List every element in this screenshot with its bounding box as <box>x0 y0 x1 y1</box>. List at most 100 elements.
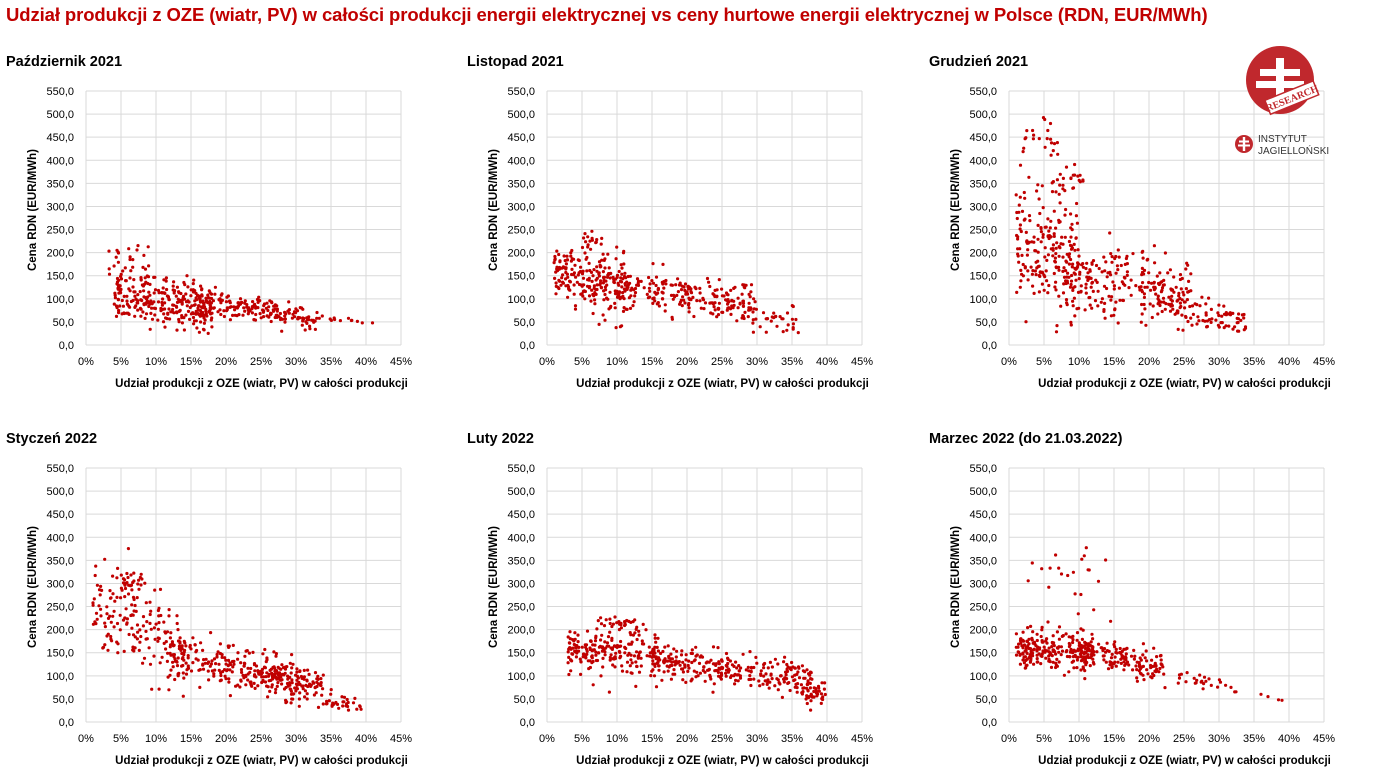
x-tick-label: 20% <box>676 356 698 368</box>
data-point <box>1237 329 1241 333</box>
data-point <box>1089 640 1093 644</box>
data-point <box>144 280 148 284</box>
data-point <box>1045 279 1049 283</box>
data-point <box>161 320 166 324</box>
data-point <box>182 676 186 680</box>
data-point <box>741 314 745 318</box>
y-tick-label: 150,0 <box>46 271 74 283</box>
data-point <box>248 308 252 312</box>
data-point <box>205 314 209 318</box>
y-tick-label: 450,0 <box>969 509 997 521</box>
data-point <box>107 267 111 271</box>
data-point <box>177 290 181 294</box>
y-tick-label: 300,0 <box>507 578 535 590</box>
data-point <box>620 285 624 289</box>
data-point <box>1204 679 1208 683</box>
y-tick-label: 350,0 <box>507 178 535 190</box>
data-point <box>327 699 331 703</box>
data-point <box>552 261 556 265</box>
data-point <box>183 648 187 652</box>
data-point <box>615 645 619 649</box>
data-point <box>140 283 144 287</box>
data-point <box>236 683 240 687</box>
data-point <box>671 672 675 676</box>
data-point <box>752 665 756 670</box>
data-point <box>1028 219 1032 223</box>
data-point <box>1050 645 1054 649</box>
data-point <box>138 290 142 294</box>
y-tick-label: 250,0 <box>969 602 997 614</box>
data-point <box>647 275 651 280</box>
x-axis-title: Udział produkcji z OZE (wiatr, PV) w cał… <box>115 378 408 390</box>
data-point <box>1063 235 1067 239</box>
data-point <box>153 275 157 279</box>
data-point <box>274 652 278 656</box>
data-point <box>1041 640 1045 644</box>
data-point <box>1171 307 1175 311</box>
y-tick-label: 400,0 <box>969 532 997 544</box>
data-point <box>652 649 656 653</box>
data-point <box>572 273 576 277</box>
data-point <box>302 668 306 672</box>
data-point <box>1143 285 1147 289</box>
data-point <box>1068 285 1073 289</box>
y-tick-label: 300,0 <box>507 201 535 213</box>
data-point <box>220 298 224 302</box>
data-point <box>1114 664 1118 668</box>
y-tick-label: 350,0 <box>46 555 74 567</box>
data-point <box>670 657 674 661</box>
data-point <box>1110 652 1114 656</box>
data-point <box>221 670 225 674</box>
data-point <box>1073 248 1077 252</box>
data-point <box>158 661 162 665</box>
data-point <box>1071 655 1075 659</box>
data-point <box>581 655 585 659</box>
data-point <box>153 313 157 317</box>
data-point <box>182 639 186 643</box>
data-point <box>223 656 227 660</box>
data-point <box>156 636 160 640</box>
data-point <box>739 666 743 670</box>
data-point <box>141 661 145 665</box>
data-point <box>766 680 770 684</box>
x-tick-label: 0% <box>1001 356 1017 368</box>
data-point <box>703 670 707 674</box>
data-point <box>574 646 578 650</box>
data-point <box>247 651 251 655</box>
data-point <box>772 311 776 315</box>
data-point <box>1055 324 1059 328</box>
data-point <box>1038 646 1042 650</box>
data-point <box>796 331 800 335</box>
data-point <box>136 308 140 312</box>
data-point <box>1218 680 1223 684</box>
data-point <box>291 312 295 316</box>
data-point <box>616 281 620 285</box>
data-point <box>145 620 149 624</box>
data-point <box>611 663 615 667</box>
data-point <box>1129 654 1134 658</box>
data-point <box>244 649 248 653</box>
data-point <box>819 692 824 696</box>
data-point <box>621 251 626 255</box>
data-point <box>197 304 201 308</box>
data-point <box>262 302 267 306</box>
data-point <box>148 327 152 331</box>
data-point <box>148 293 152 297</box>
x-axis-title: Udział produkcji z OZE (wiatr, PV) w cał… <box>1038 378 1331 390</box>
data-point <box>1014 632 1018 636</box>
data-point <box>1085 261 1089 265</box>
data-point <box>569 251 573 255</box>
data-point <box>1162 300 1166 304</box>
data-point <box>1026 579 1030 583</box>
data-point <box>112 609 116 613</box>
data-point <box>691 295 695 299</box>
y-tick-label: 100,0 <box>969 671 997 683</box>
data-point <box>1054 288 1058 292</box>
y-tick-label: 400,0 <box>507 532 535 544</box>
data-point <box>773 657 777 661</box>
y-tick-label: 50,0 <box>53 317 74 329</box>
data-point <box>663 645 667 649</box>
data-point <box>797 676 802 680</box>
data-point <box>752 297 756 301</box>
data-point <box>152 654 156 658</box>
